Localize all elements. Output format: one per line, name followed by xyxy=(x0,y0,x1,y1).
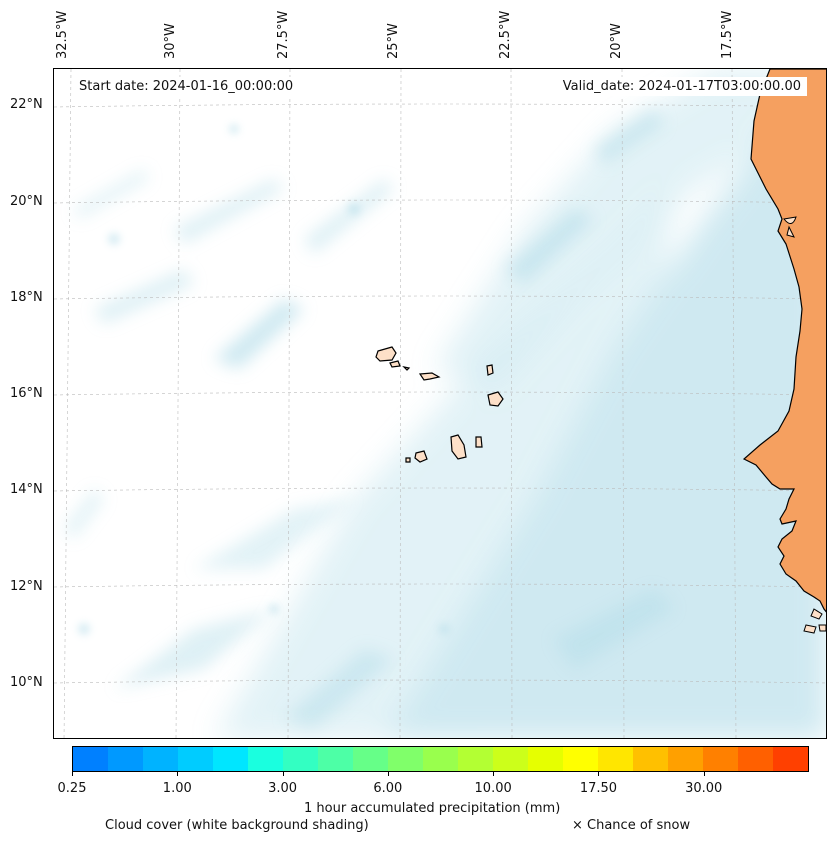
colorbar-segment xyxy=(423,747,458,771)
start-date-box: Start date: 2024-01-16_00:00:00 xyxy=(73,77,300,96)
colorbar-segment xyxy=(248,747,283,771)
colorbar-tick xyxy=(493,772,495,776)
island-boa-vista xyxy=(487,391,504,407)
lon-label-22-5w: 22.5°W xyxy=(498,10,513,59)
colorbar-segment xyxy=(738,747,773,771)
lat-label-18n: 18°N xyxy=(10,290,43,305)
cloud-cover-shading xyxy=(64,69,826,738)
colorbar-segment xyxy=(213,747,248,771)
island-fogo xyxy=(414,450,428,463)
colorbar-segment xyxy=(318,747,353,771)
colorbar-tick-label: 30.00 xyxy=(685,781,723,796)
map-canvas xyxy=(54,69,826,738)
colorbar-segment xyxy=(458,747,493,771)
lon-label-27-5w: 27.5°W xyxy=(276,10,291,59)
cloud-spots xyxy=(78,124,449,635)
bijagos-islands xyxy=(803,608,826,634)
colorbar-tick-label: 0.25 xyxy=(57,781,87,796)
colorbar-segment xyxy=(143,747,178,771)
lat-label-20n: 20°N xyxy=(10,194,43,209)
colorbar-segment xyxy=(668,747,703,771)
island-santa-luzia xyxy=(402,366,411,371)
colorbar-segment xyxy=(388,747,423,771)
start-date-text: Start date: 2024-01-16_00:00:00 xyxy=(79,79,294,94)
lat-label-10n: 10°N xyxy=(10,675,43,690)
colorbar-segment xyxy=(773,747,808,771)
island-brava xyxy=(405,457,411,463)
cloud-cover-legend: Cloud cover (white background shading) xyxy=(105,818,369,833)
lat-label-16n: 16°N xyxy=(10,386,43,401)
colorbar-segment xyxy=(598,747,633,771)
map-area[interactable] xyxy=(53,68,827,739)
colorbar-segment xyxy=(353,747,388,771)
lon-label-17-5w: 17.5°W xyxy=(720,10,735,59)
colorbar-tick xyxy=(598,772,600,776)
graticule xyxy=(54,69,826,738)
cloud-streaks xyxy=(64,109,674,729)
colorbar-segment xyxy=(528,747,563,771)
lon-label-30w: 30°W xyxy=(163,23,178,59)
colorbar-segment xyxy=(283,747,318,771)
lat-label-22n: 22°N xyxy=(10,97,43,112)
colorbar-tick-label: 1.00 xyxy=(162,781,192,796)
colorbar-segment xyxy=(493,747,528,771)
coast-inlet-lagoon xyxy=(786,225,795,238)
lon-label-32-5w: 32.5°W xyxy=(55,10,70,59)
lat-label-12n: 12°N xyxy=(10,579,43,594)
colorbar-tick xyxy=(177,772,179,776)
lat-label-14n: 14°N xyxy=(10,482,43,497)
island-sao-vicente xyxy=(389,360,401,368)
colorbar-tick-label: 6.00 xyxy=(373,781,403,796)
island-santo-antao xyxy=(375,346,397,362)
colorbar-segment xyxy=(178,747,213,771)
island-sal xyxy=(486,364,494,376)
island-maio xyxy=(475,436,483,448)
valid-date-text: Valid_date: 2024-01-17T03:00:00.00 xyxy=(562,79,801,94)
africa-coastline xyxy=(742,69,826,613)
lon-label-20w: 20°W xyxy=(609,23,624,59)
colorbar-tick-label: 3.00 xyxy=(268,781,298,796)
colorbar-tick xyxy=(387,772,389,776)
colorbar-segment xyxy=(108,747,143,771)
coast-inlet-north xyxy=(783,216,797,224)
colorbar-label: 1 hour accumulated precipitation (mm) xyxy=(304,801,561,816)
colorbar-tick xyxy=(703,772,705,776)
colorbar-segment xyxy=(563,747,598,771)
colorbar-tick xyxy=(72,772,73,776)
cape-verde-islands xyxy=(375,346,504,463)
colorbar-tick-label: 10.00 xyxy=(474,781,512,796)
colorbar-segment xyxy=(703,747,738,771)
colorbar-segment xyxy=(73,747,108,771)
lon-label-25w: 25°W xyxy=(386,23,401,59)
island-santiago xyxy=(450,434,467,460)
island-sao-nicolau xyxy=(418,372,441,381)
colorbar-tick xyxy=(282,772,284,776)
colorbar-tick-label: 17.50 xyxy=(579,781,618,796)
colorbar-segment xyxy=(633,747,668,771)
cloud-large-band xyxy=(215,69,826,738)
snow-legend: × Chance of snow xyxy=(572,818,691,833)
valid-date-box: Valid_date: 2024-01-17T03:00:00.00 xyxy=(556,77,807,96)
precipitation-colorbar xyxy=(72,746,809,772)
